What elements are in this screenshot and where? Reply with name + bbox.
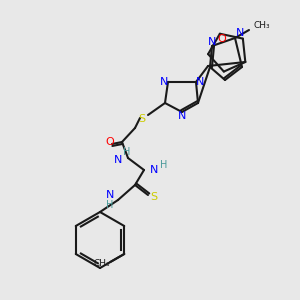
Text: O: O: [218, 34, 226, 44]
Text: S: S: [150, 192, 158, 202]
Text: H: H: [160, 160, 168, 170]
Text: CH₃: CH₃: [94, 260, 111, 268]
Text: N: N: [178, 111, 186, 121]
Text: S: S: [138, 114, 146, 124]
Text: H: H: [106, 200, 114, 210]
Text: N: N: [114, 155, 122, 165]
Text: N: N: [150, 165, 158, 175]
Text: N: N: [208, 37, 216, 47]
Text: N: N: [236, 28, 244, 38]
Text: N: N: [160, 77, 168, 87]
Text: H: H: [123, 147, 131, 157]
Text: N: N: [106, 190, 114, 200]
Text: N: N: [196, 77, 204, 87]
Text: O: O: [106, 137, 114, 147]
Text: CH₃: CH₃: [253, 20, 270, 29]
